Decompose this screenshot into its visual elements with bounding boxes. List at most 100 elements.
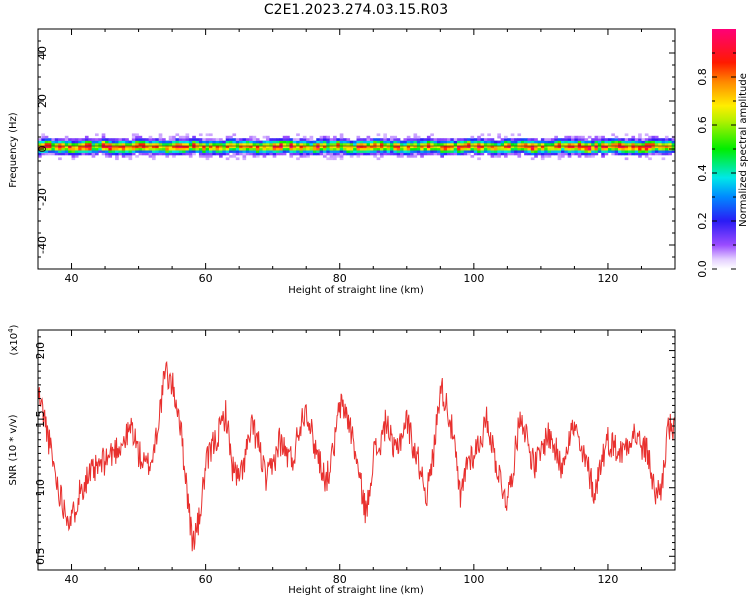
spectrogram-cell <box>252 145 257 149</box>
spectrogram-cell <box>51 138 56 141</box>
spectrogram-cell <box>440 143 444 146</box>
spectrogram-cell <box>390 150 394 153</box>
spectrogram-cell <box>594 150 599 153</box>
spectrogram-cell <box>477 140 481 144</box>
spectrogram-cell <box>296 143 300 146</box>
spectrogram-cell <box>229 140 233 144</box>
spectrogram-cell <box>500 147 505 151</box>
spectrogram-cell <box>151 138 156 141</box>
spectrogram-cell <box>64 150 69 153</box>
spectrogram-cell <box>601 138 605 141</box>
spectrogram-cell <box>128 155 133 158</box>
spectrogram-cell <box>242 143 247 146</box>
spectrogram-cell <box>591 143 595 146</box>
spectrogram-cell <box>219 145 223 149</box>
spectrogram-cell <box>527 150 532 153</box>
spectrogram-cell <box>269 143 273 146</box>
spectrogram-cell <box>222 152 227 156</box>
spectrogram-cell <box>219 140 223 144</box>
spectrogram-cell <box>349 145 354 149</box>
spectrogram-cell <box>48 152 52 156</box>
spectrogram-cell <box>661 152 666 156</box>
spectrogram-cell <box>225 157 230 161</box>
spectrogram-cell <box>229 143 233 146</box>
spectrogram-cell <box>477 147 481 151</box>
spectrogram-cell <box>198 133 203 137</box>
spectrogram-cell <box>618 143 622 146</box>
spectrogram-cell <box>507 147 512 151</box>
spectrogram-cell <box>604 150 609 153</box>
spectrogram-cell <box>480 147 485 151</box>
spectrogram-cell <box>131 147 136 151</box>
spectrogram-cell <box>286 143 290 146</box>
spectrogram-cell <box>420 143 424 146</box>
spectrogram-cell <box>208 155 213 158</box>
spectrogram-cell <box>510 150 515 153</box>
spectrogram-cell <box>597 135 602 139</box>
spectrogram-cell <box>316 145 320 149</box>
spectrogram-cell <box>239 147 243 151</box>
spectrogram-cell <box>369 138 374 141</box>
spectrogram-cell <box>373 138 377 141</box>
spectrogram-cell <box>88 147 92 151</box>
spectrogram-cell <box>353 147 357 151</box>
spectrogram-cell <box>644 145 649 149</box>
spectrogram-cell <box>252 138 257 141</box>
spectrogram-cell <box>443 138 448 141</box>
spectrogram-cell <box>333 150 337 153</box>
spectrogram-cell <box>463 140 468 144</box>
spectrogram-cell <box>621 138 626 141</box>
spectrogram-cell <box>296 145 300 149</box>
spectrogram-cell <box>618 150 622 153</box>
spectrogram-cell <box>440 140 444 144</box>
spectrogram-cell <box>105 145 109 149</box>
spectrogram-cell <box>571 145 575 149</box>
spectrogram-cell <box>349 150 354 153</box>
spectrogram-cell <box>369 150 374 153</box>
spectrogram-cell <box>74 152 79 156</box>
spectrogram-cell <box>467 143 471 146</box>
spectrogram-cell <box>638 145 642 149</box>
spectrogram-cell <box>74 150 79 153</box>
spectrogram-cell <box>205 147 210 151</box>
spectrogram-cell <box>561 140 565 144</box>
spectrogram-cell <box>299 155 304 158</box>
spectrogram-cell <box>651 145 656 149</box>
spectrogram-cell <box>644 155 649 158</box>
spectrogram-cell <box>232 138 237 141</box>
spectrogram-cell <box>463 150 468 153</box>
spectrogram-cell <box>574 152 579 156</box>
spectrogram-cell <box>383 150 387 153</box>
spectrogram-cell <box>185 135 190 139</box>
spectrogram-cell <box>128 145 133 149</box>
spectrogram-cell <box>628 147 632 151</box>
spectrogram-cell <box>463 145 468 149</box>
spectrogram-cell <box>447 143 451 146</box>
spectrogram-cell <box>222 143 227 146</box>
spectrogram-cell <box>540 147 545 151</box>
spectrogram-cell <box>131 135 136 139</box>
spectrogram-cell <box>188 138 193 141</box>
spectrogram-cell <box>121 140 126 144</box>
spectrogram-cell <box>282 140 287 144</box>
spectrogram-cell <box>664 145 669 149</box>
spectrogram-cell <box>557 145 562 149</box>
spectrogram-cell <box>64 147 69 151</box>
spectrogram-cell <box>447 138 451 141</box>
spectrogram-cell <box>185 143 190 146</box>
spectrogram-cell <box>316 150 320 153</box>
spectrogram-cell <box>624 143 629 146</box>
spectrogram-cell <box>426 135 431 139</box>
spectrogram-cell <box>497 150 501 153</box>
spectrogram-cell <box>141 150 146 153</box>
spectrogram-cell <box>611 138 615 141</box>
spectrogram-cell <box>547 138 552 141</box>
spectrogram-cell <box>195 140 200 144</box>
spectrogram-cell <box>470 150 475 153</box>
spectrogram-cell <box>158 152 163 156</box>
spectrogram-cell <box>282 147 287 151</box>
spectrogram-cell <box>94 150 99 153</box>
spectrogram-cell <box>470 143 475 146</box>
spectrogram-cell <box>591 140 595 144</box>
spectrogram-cell <box>91 147 96 151</box>
